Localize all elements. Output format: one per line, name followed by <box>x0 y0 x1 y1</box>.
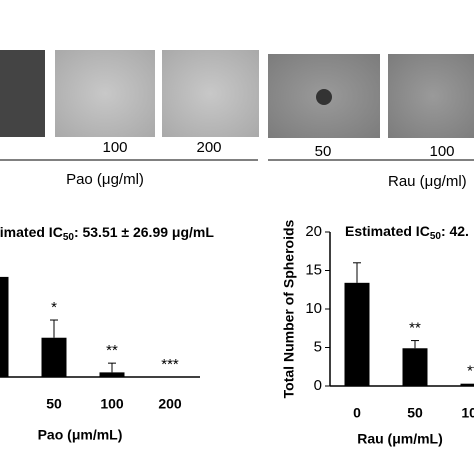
significance-label: ** <box>409 320 421 337</box>
image <box>388 54 474 138</box>
image <box>55 50 155 137</box>
y-tick-label: 0 <box>314 377 322 394</box>
x-tick-label: 200 <box>158 396 182 412</box>
image <box>162 50 259 137</box>
title-text: Estimated IC <box>0 224 63 240</box>
chart-title: Estimated IC50: 42. <box>345 223 469 242</box>
image-label: 50 <box>315 143 332 160</box>
y-tick-label: 20 <box>305 223 322 240</box>
micrographs: 100 200 Pao (μg/ml) 50 100 Rau (μg/ml) <box>0 50 474 190</box>
x-tick-label: 100 <box>100 396 124 412</box>
bar <box>344 282 370 386</box>
chart-title: Estimated IC50: 53.51 ± 26.99 μg/mL <box>0 224 214 243</box>
title-text: : 42. <box>441 223 469 239</box>
bar <box>0 276 9 377</box>
bar <box>402 348 428 386</box>
image-label: 100 <box>429 143 454 160</box>
y-tick-label: 10 <box>305 300 322 317</box>
title-text: Estimated IC <box>345 223 430 239</box>
significance-label: ** <box>467 363 474 380</box>
significance-label: ** <box>106 342 118 359</box>
y-axis-label: Total Number of Spheroids <box>281 219 297 398</box>
bar <box>41 337 67 377</box>
bar <box>460 383 474 386</box>
bar <box>99 372 125 377</box>
image <box>0 50 45 137</box>
x-tick-label: 50 <box>407 405 423 421</box>
image-label: 200 <box>196 139 221 156</box>
y-tick-label: 15 <box>305 261 322 278</box>
x-tick-label: 50 <box>46 396 62 412</box>
y-tick-label: 5 <box>314 338 322 355</box>
x-axis-label: Rau (μm/mL) <box>357 431 443 447</box>
title-subscript: 50 <box>430 231 442 242</box>
significance-label: *** <box>161 356 179 373</box>
x-tick-label: 100 <box>461 405 474 421</box>
significance-label: * <box>51 299 57 316</box>
x-tick-label: 0 <box>353 405 361 421</box>
spheroid <box>316 89 332 105</box>
image-caption: Pao (μg/ml) <box>66 171 144 188</box>
title-text: : 53.51 ± 26.99 μg/mL <box>74 224 214 240</box>
x-axis-label: Pao (μm/mL) <box>38 427 123 443</box>
title-subscript: 50 <box>63 232 75 243</box>
image-caption: Rau (μg/ml) <box>388 173 467 190</box>
image-label: 100 <box>102 139 127 156</box>
